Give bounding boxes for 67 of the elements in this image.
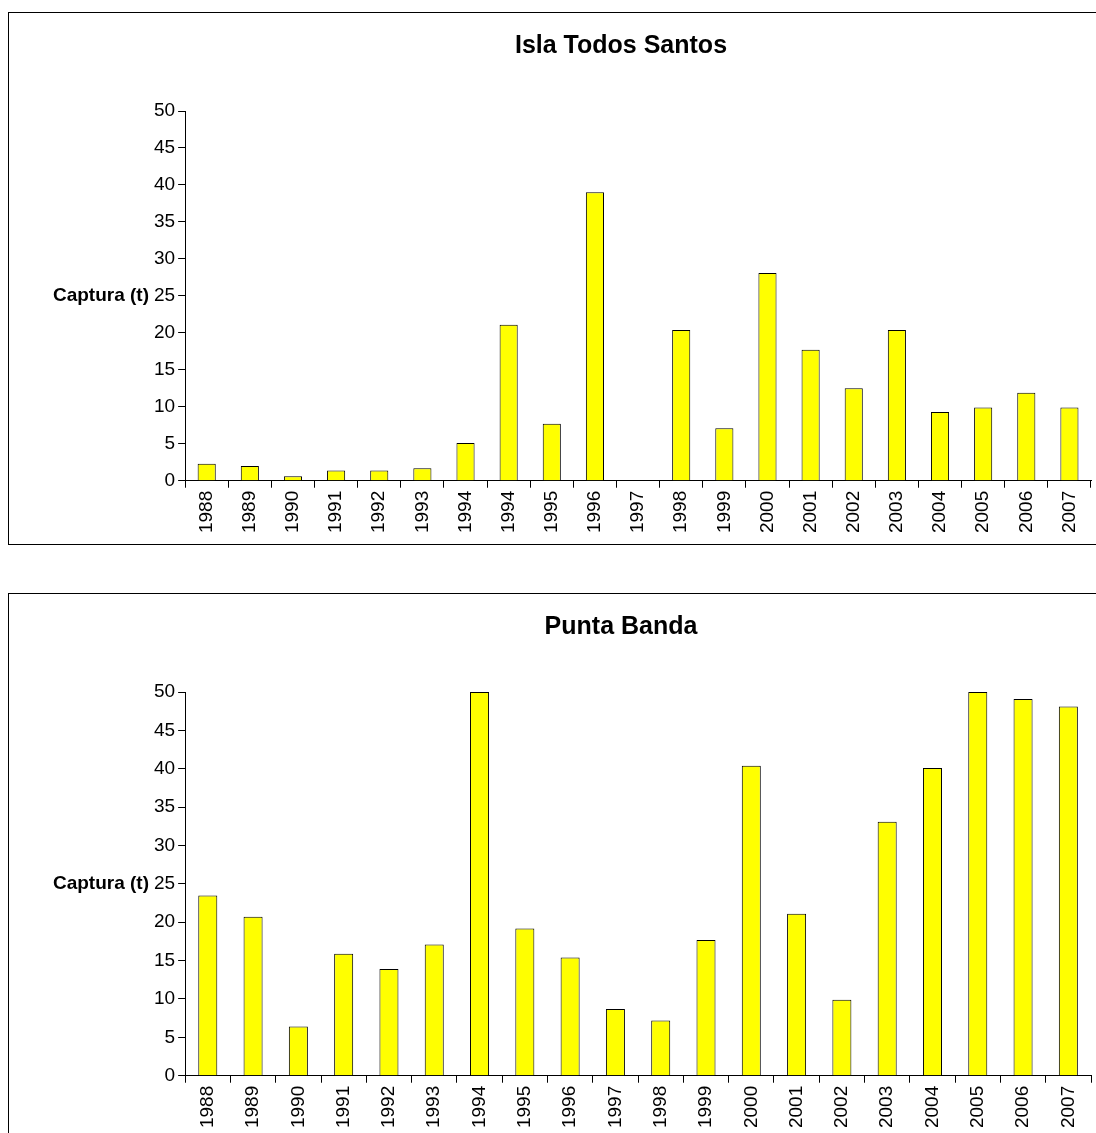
y-tick-label: 10 <box>153 987 176 1009</box>
x-tick-label: 2000 <box>739 1085 761 1129</box>
x-tick-label: 1988 <box>194 490 216 534</box>
x-tick-label: 1991 <box>331 1085 353 1129</box>
y-tick-label: 30 <box>153 247 176 269</box>
y-axis-title: Captura (t) <box>52 872 149 894</box>
chart-title: Punta Banda <box>544 610 699 639</box>
y-tick-label: 35 <box>153 210 176 232</box>
x-tick-label: 1988 <box>196 1085 218 1129</box>
x-tick-label: 1999 <box>694 1085 716 1129</box>
y-tick-label: 20 <box>153 910 176 932</box>
x-tick-label: 2005 <box>971 490 993 534</box>
chart-title: Isla Todos Santos <box>514 29 728 58</box>
x-tick-label: 1990 <box>286 1085 308 1129</box>
x-tick-label: 1989 <box>241 1085 263 1129</box>
x-tick-label: 2006 <box>1014 490 1036 534</box>
x-tick-label: 1996 <box>558 1085 580 1129</box>
y-tick-label: 25 <box>153 872 176 894</box>
y-tick-label: 0 <box>164 1063 176 1085</box>
y-tick-label: 20 <box>153 321 176 343</box>
y-tick-label: 25 <box>153 284 176 306</box>
y-tick-label: 10 <box>153 395 176 417</box>
y-tick-label: 5 <box>164 431 176 453</box>
x-tick-label: 1994 <box>453 490 475 534</box>
x-tick-label: 2003 <box>885 490 907 534</box>
x-tick-label: 1994 <box>496 490 518 534</box>
y-tick-label: 40 <box>153 173 176 195</box>
x-tick-label: 1998 <box>669 490 691 534</box>
x-tick-label: 1995 <box>513 1085 535 1129</box>
x-tick-label: 2004 <box>920 1085 942 1129</box>
x-tick-label: 1993 <box>422 1085 444 1129</box>
x-tick-label: 1993 <box>410 490 432 534</box>
x-tick-label: 1992 <box>367 490 389 534</box>
x-tick-label: 1991 <box>324 490 346 534</box>
x-tick-label: 2004 <box>928 490 950 534</box>
y-tick-label: 50 <box>153 680 176 702</box>
y-tick-label: 15 <box>153 358 176 380</box>
x-tick-label: 1992 <box>377 1085 399 1129</box>
y-tick-label: 5 <box>164 1025 176 1047</box>
x-tick-label: 1997 <box>603 1085 625 1129</box>
x-tick-label: 1998 <box>648 1085 670 1129</box>
y-tick-label: 0 <box>164 468 176 490</box>
x-tick-label: 2001 <box>784 1085 806 1129</box>
x-tick-label: 1997 <box>626 490 648 534</box>
x-tick-label: 2007 <box>1056 1085 1078 1129</box>
y-axis-title: Captura (t) <box>52 284 149 306</box>
x-tick-label: 1996 <box>583 490 605 534</box>
x-tick-label: 2005 <box>966 1085 987 1129</box>
x-tick-label: 1994 <box>467 1085 489 1129</box>
x-tick-label: 1995 <box>540 490 562 534</box>
x-tick-label: 2003 <box>875 1085 897 1129</box>
x-tick-label: 1989 <box>238 490 260 534</box>
y-tick-label: 45 <box>153 718 176 740</box>
y-tick-label: 30 <box>153 833 176 855</box>
x-tick-label: 2007 <box>1057 490 1079 534</box>
y-tick-label: 15 <box>153 948 176 970</box>
x-tick-label: 1990 <box>281 490 303 534</box>
y-tick-label: 45 <box>153 136 176 158</box>
x-tick-label: 2000 <box>755 490 777 534</box>
x-tick-label: 2006 <box>1011 1085 1033 1129</box>
x-tick-label: 2002 <box>830 1085 852 1129</box>
x-tick-label: 1999 <box>712 490 734 534</box>
y-tick-label: 35 <box>153 795 176 817</box>
x-tick-label: 2002 <box>841 490 863 534</box>
x-tick-label: 2001 <box>798 490 820 534</box>
y-tick-label: 40 <box>153 756 176 778</box>
y-tick-label: 50 <box>153 99 176 121</box>
